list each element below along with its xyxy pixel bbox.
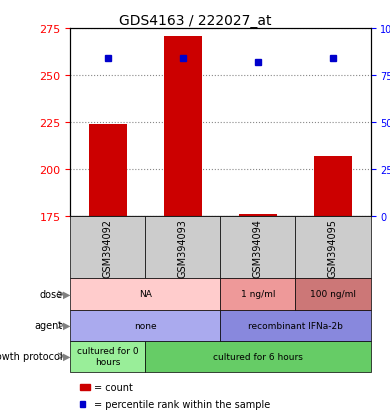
- Bar: [164, 36, 202, 217]
- Text: agent: agent: [34, 320, 62, 330]
- Bar: [89, 125, 126, 217]
- Text: = count: = count: [94, 382, 133, 392]
- Text: growth protocol: growth protocol: [0, 351, 62, 361]
- Text: cultured for 6 hours: cultured for 6 hours: [213, 352, 303, 361]
- Text: 1 ng/ml: 1 ng/ml: [241, 290, 275, 299]
- Text: ▶: ▶: [62, 351, 70, 361]
- Bar: [314, 157, 352, 217]
- Text: cultured for 0
hours: cultured for 0 hours: [77, 347, 138, 366]
- Text: = percentile rank within the sample: = percentile rank within the sample: [94, 399, 270, 409]
- Text: ▶: ▶: [62, 289, 70, 299]
- Text: recombinant IFNa-2b: recombinant IFNa-2b: [248, 321, 343, 330]
- Text: GSM394093: GSM394093: [178, 218, 188, 277]
- Text: GSM394092: GSM394092: [103, 218, 113, 277]
- Text: GDS4163 / 222027_at: GDS4163 / 222027_at: [119, 14, 271, 28]
- Text: NA: NA: [139, 290, 152, 299]
- Text: dose: dose: [39, 289, 62, 299]
- Text: GSM394095: GSM394095: [328, 218, 338, 277]
- Bar: [239, 215, 277, 217]
- Text: GSM394094: GSM394094: [253, 218, 263, 277]
- Text: 100 ng/ml: 100 ng/ml: [310, 290, 356, 299]
- Text: ▶: ▶: [62, 320, 70, 330]
- Text: none: none: [134, 321, 157, 330]
